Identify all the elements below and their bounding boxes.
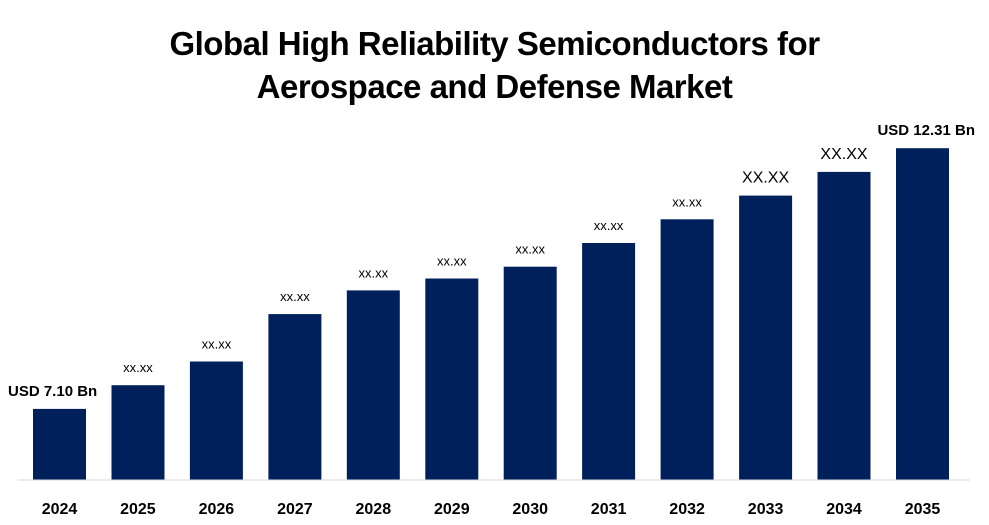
data-label-2035: USD 12.31 Bn [877, 122, 975, 139]
data-label-2025: xx.xx [123, 360, 153, 375]
data-label-2030: xx.xx [515, 242, 545, 257]
bar-2026 [189, 361, 243, 480]
chart-title-line-1: Global High Reliability Semiconductors f… [169, 25, 820, 62]
bar-2030 [503, 266, 557, 480]
x-tick-2027: 2027 [277, 501, 313, 518]
x-tick-2026: 2026 [199, 501, 235, 518]
chart-title: Global High Reliability Semiconductors f… [0, 22, 989, 108]
data-label-2034: XX.XX [820, 146, 867, 163]
x-axis-tick-labels: 2024 2025 2026 2027 2028 2029 2030 2031 2032 2033… [42, 501, 941, 518]
data-label-2026: xx.xx [202, 337, 232, 352]
bar-2034 [817, 171, 871, 480]
data-labels: USD 7.10 Bn xx.xx xx.xx xx.xx xx.xx xx.xx xx.x… [8, 122, 975, 400]
x-tick-2035: 2035 [905, 501, 941, 518]
data-label-2029: xx.xx [437, 254, 467, 269]
x-tick-2033: 2033 [748, 501, 784, 518]
bar-2033 [739, 195, 793, 480]
bar-2032 [660, 219, 714, 481]
bar-2031 [582, 243, 636, 480]
x-tick-2029: 2029 [434, 501, 470, 518]
data-label-2031: xx.xx [594, 218, 624, 233]
x-tick-2031: 2031 [591, 501, 627, 518]
bar-series [33, 148, 949, 481]
x-tick-2030: 2030 [512, 501, 548, 518]
data-label-2033: XX.XX [742, 170, 789, 187]
x-tick-2034: 2034 [826, 501, 862, 518]
x-tick-2024: 2024 [42, 501, 78, 518]
x-tick-2028: 2028 [356, 501, 392, 518]
data-label-2027: xx.xx [280, 289, 310, 304]
data-label-2024: USD 7.10 Bn [8, 383, 97, 400]
bar-2035 [896, 148, 949, 480]
bar-2024 [33, 408, 86, 480]
bar-2029 [425, 278, 479, 480]
data-label-2028: xx.xx [358, 265, 388, 280]
data-label-2032: xx.xx [672, 194, 702, 209]
x-tick-2025: 2025 [120, 501, 156, 518]
x-tick-2032: 2032 [669, 501, 705, 518]
bar-2028 [346, 290, 400, 480]
bar-2027 [268, 314, 322, 480]
chart-title-line-2: Aerospace and Defense Market [256, 68, 733, 105]
bar-2025 [111, 385, 165, 480]
